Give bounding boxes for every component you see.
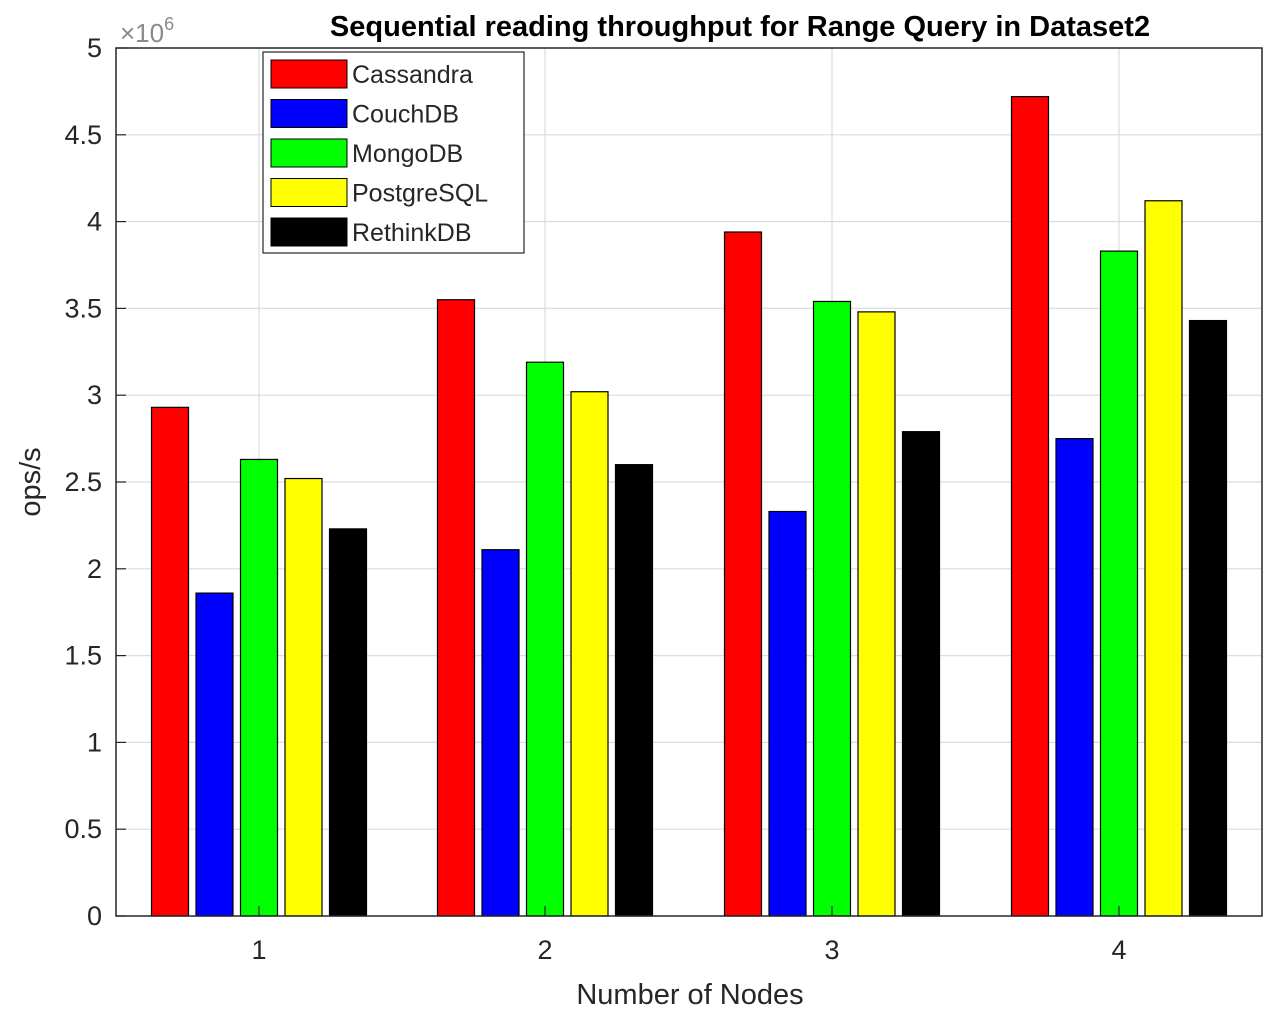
y-tick-label: 4 [87,207,102,237]
legend-swatch-rethinkdb [270,217,348,247]
svg-text:×106: ×106 [120,14,174,48]
y-exponent-base: ×10 [120,18,164,48]
y-exponent-power: 6 [164,14,174,34]
bar-couchdb-2 [481,549,520,917]
y-tick-label: 3 [87,380,102,410]
bar-rethinkdb-2 [614,464,654,917]
bar-rethinkdb-4 [1188,319,1228,917]
y-tick-label: 2.5 [64,467,102,497]
bar-rethinkdb-1 [328,528,368,917]
legend-label-postgresql: PostgreSQL [352,180,488,208]
y-tick-label: 1.5 [64,641,102,671]
y-tick-label: 4.5 [64,120,102,150]
bar-mongodb-1 [239,458,279,917]
bar-postgresql-4 [1144,200,1183,917]
legend-swatch-postgresql [270,178,348,207]
x-tick-label: 1 [251,935,266,965]
y-tick-label: 2 [87,554,102,584]
y-axis-title: ops/s [15,447,47,516]
y-tick-label: 1 [87,727,102,757]
x-tick-label: 2 [537,935,552,965]
legend-swatch-couchdb [270,99,348,128]
bar-rethinkdb-3 [901,431,941,917]
bar-mongodb-3 [812,300,852,917]
legend-swatch-mongodb [270,138,348,168]
y-tick-label: 0 [87,901,102,931]
bar-couchdb-4 [1055,438,1094,917]
bar-cassandra-1 [150,406,190,917]
bar-cassandra-3 [723,231,763,917]
legend-label-cassandra: Cassandra [352,61,473,89]
y-tick-label: 0.5 [64,814,102,844]
y-tick-label: 3.5 [64,293,102,323]
x-tick-label: 4 [1111,935,1126,965]
y-exponent-label: ×106 [120,14,174,48]
legend: Cassandra CouchDB MongoDB PostgreSQL Rethink… [262,51,525,254]
bar-postgresql-1 [284,477,323,917]
bar-cassandra-2 [436,299,476,917]
legend-label-couchdb: CouchDB [352,101,459,129]
bar-postgresql-2 [570,391,609,917]
y-tick-label: 5 [87,33,102,63]
legend-label-rethinkdb: RethinkDB [352,219,472,247]
bar-mongodb-4 [1099,250,1139,917]
axis-ticks: 0 0.5 1 1.5 2 2.5 3 3.5 4 4.5 5 1 2 3 4 [64,33,1126,965]
bar-mongodb-2 [525,361,565,917]
bar-couchdb-3 [768,510,807,917]
bar-postgresql-3 [857,311,896,917]
bar-couchdb-1 [195,592,234,917]
legend-swatch-cassandra [270,59,348,89]
legend-label-mongodb: MongoDB [352,140,463,168]
bars [150,96,1228,917]
chart-title: Sequential reading throughput for Range … [330,11,1150,43]
x-axis-title: Number of Nodes [576,979,803,1011]
bar-cassandra-4 [1010,96,1050,917]
x-tick-label: 3 [824,935,839,965]
